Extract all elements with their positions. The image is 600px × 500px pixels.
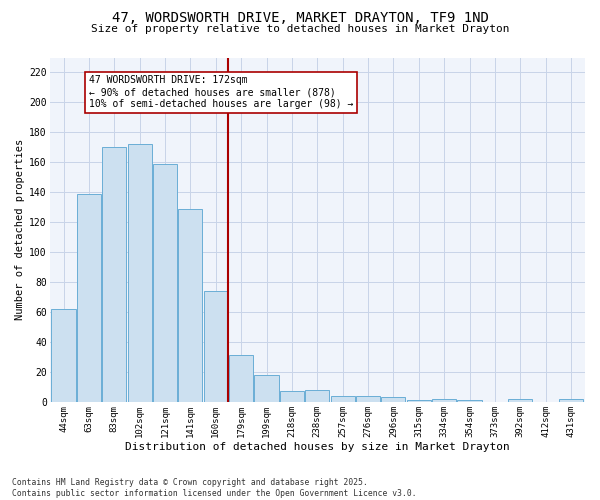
Bar bbox=[153, 164, 177, 402]
Bar bbox=[356, 396, 380, 402]
Bar bbox=[559, 399, 583, 402]
Text: Contains HM Land Registry data © Crown copyright and database right 2025.
Contai: Contains HM Land Registry data © Crown c… bbox=[12, 478, 416, 498]
X-axis label: Distribution of detached houses by size in Market Drayton: Distribution of detached houses by size … bbox=[125, 442, 509, 452]
Bar bbox=[178, 208, 202, 402]
Bar bbox=[280, 392, 304, 402]
Y-axis label: Number of detached properties: Number of detached properties bbox=[15, 139, 25, 320]
Bar bbox=[382, 398, 406, 402]
Bar bbox=[102, 148, 127, 402]
Bar bbox=[432, 399, 456, 402]
Bar bbox=[305, 390, 329, 402]
Text: 47 WORDSWORTH DRIVE: 172sqm
← 90% of detached houses are smaller (878)
10% of se: 47 WORDSWORTH DRIVE: 172sqm ← 90% of det… bbox=[89, 76, 353, 108]
Bar bbox=[229, 356, 253, 402]
Bar bbox=[508, 399, 532, 402]
Bar bbox=[457, 400, 482, 402]
Bar bbox=[204, 291, 228, 402]
Bar bbox=[407, 400, 431, 402]
Text: Size of property relative to detached houses in Market Drayton: Size of property relative to detached ho… bbox=[91, 24, 509, 34]
Bar bbox=[128, 144, 152, 402]
Bar bbox=[254, 375, 278, 402]
Text: 47, WORDSWORTH DRIVE, MARKET DRAYTON, TF9 1ND: 47, WORDSWORTH DRIVE, MARKET DRAYTON, TF… bbox=[112, 11, 488, 25]
Bar bbox=[52, 309, 76, 402]
Bar bbox=[331, 396, 355, 402]
Bar bbox=[77, 194, 101, 402]
